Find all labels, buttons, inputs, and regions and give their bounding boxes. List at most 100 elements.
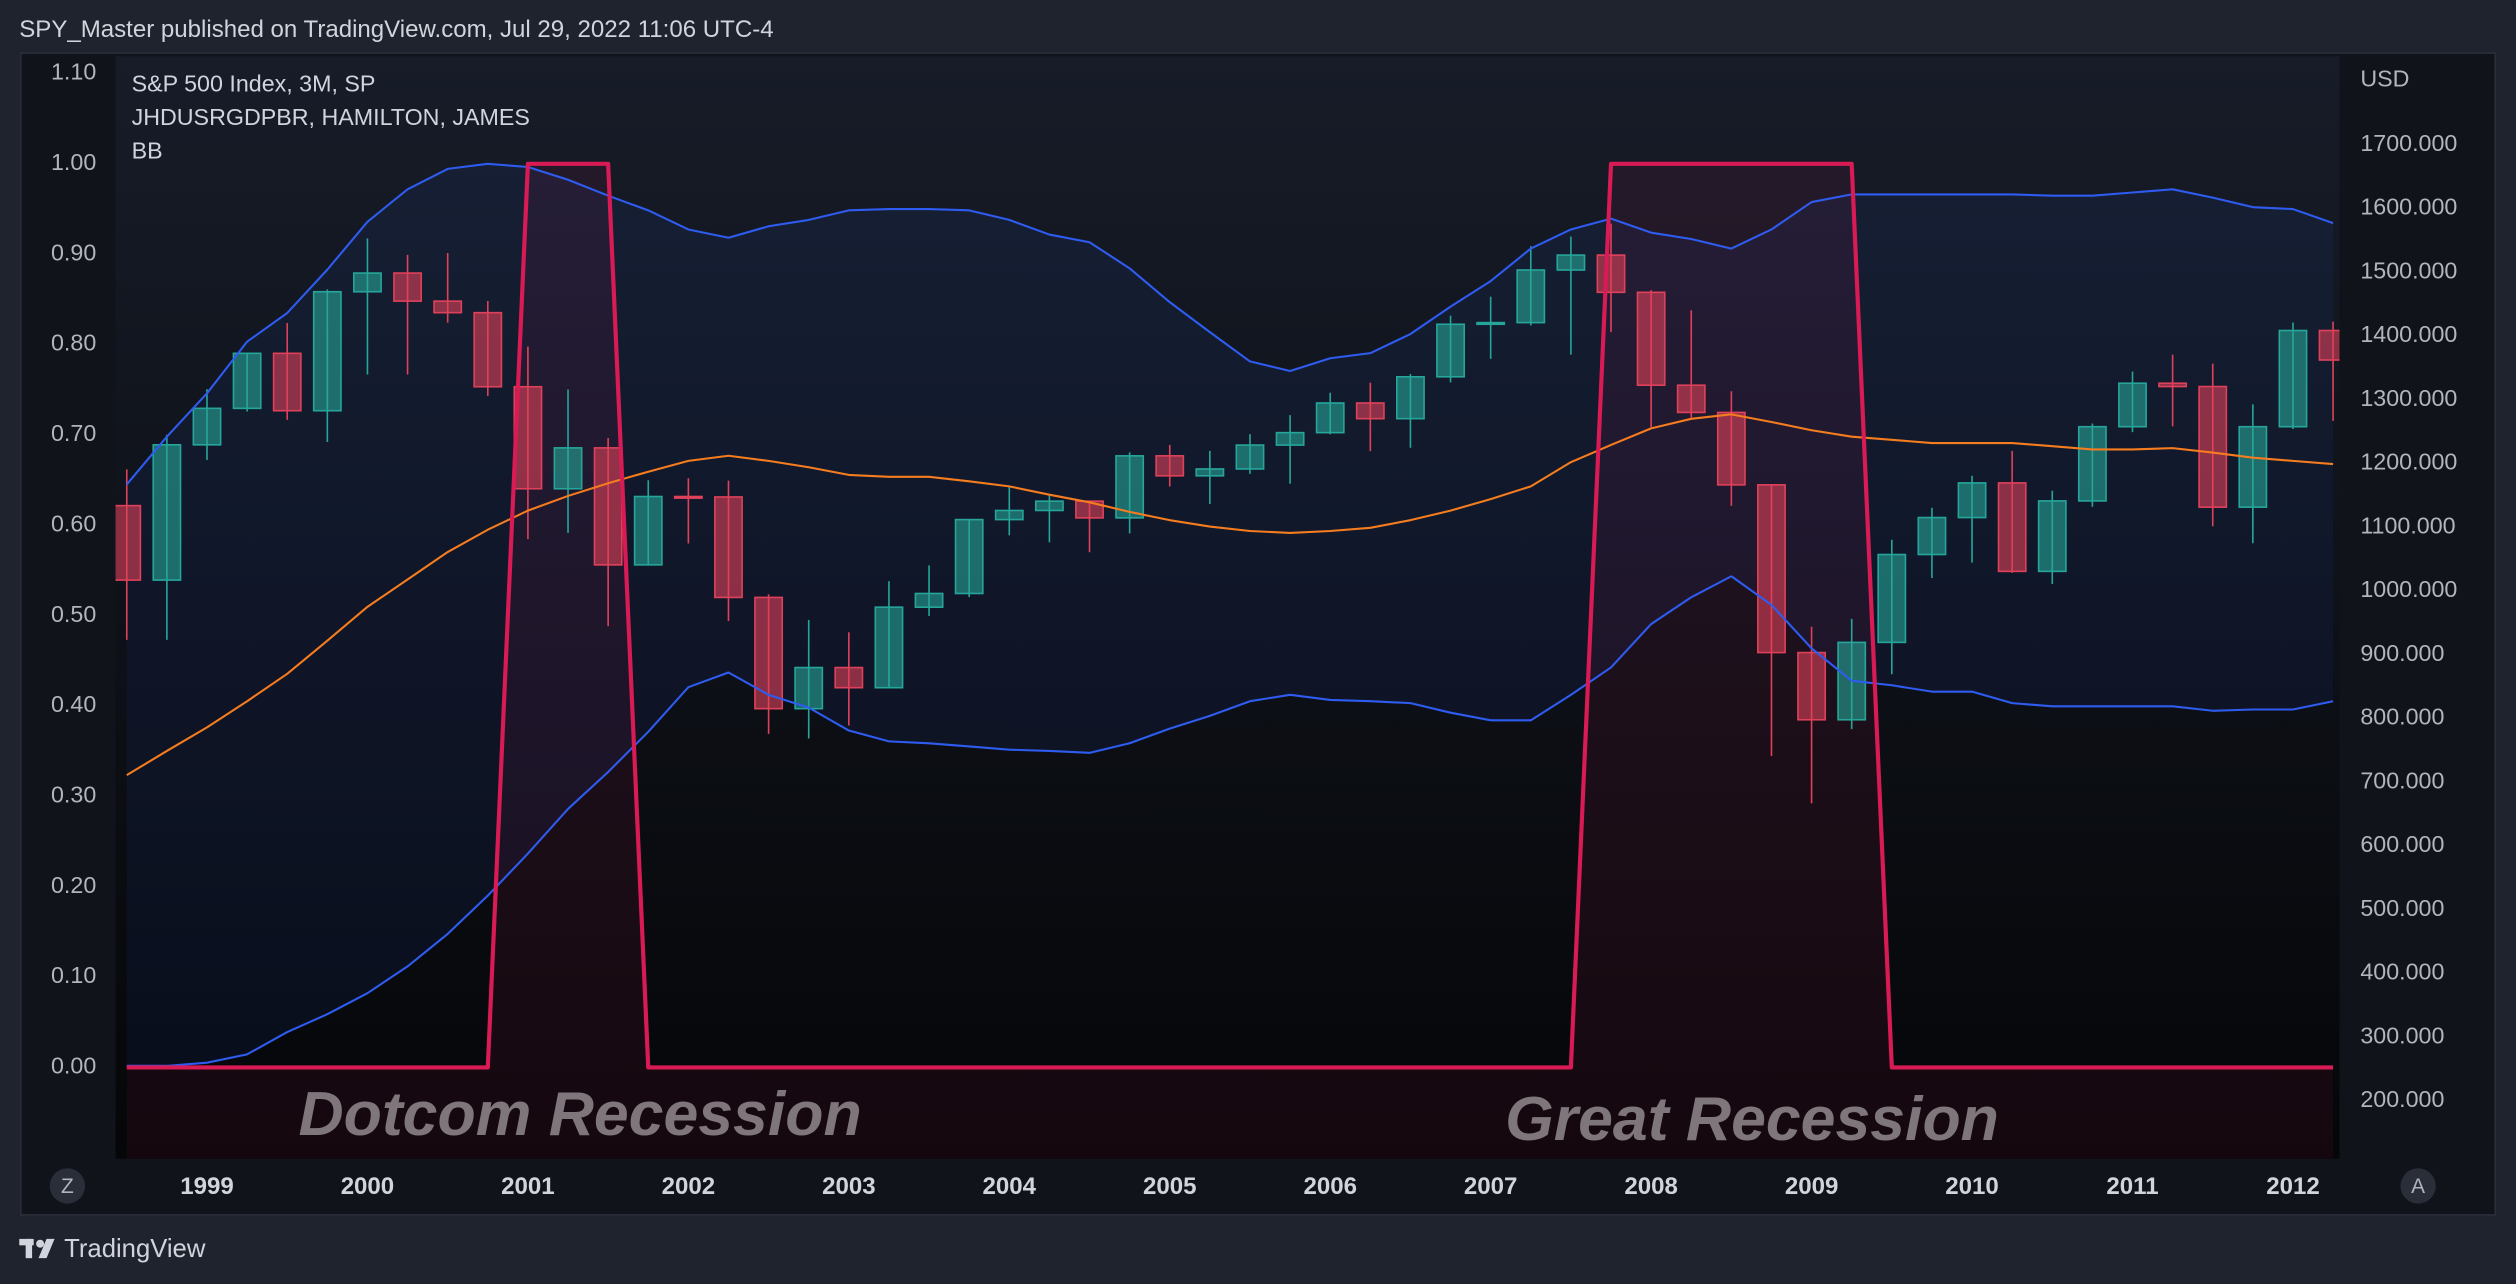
button-bg[interactable]: [49, 1168, 86, 1204]
candle-body: [2037, 500, 2067, 573]
candle-body: [1315, 402, 1345, 434]
y-tick-label: 0.20: [51, 872, 96, 898]
x-tick-label: 2002: [662, 1173, 716, 1200]
candle-body: [1957, 482, 1987, 519]
candle-body: [714, 496, 743, 599]
candle-body: [2198, 385, 2228, 508]
annotation: Dotcom Recession: [298, 1079, 861, 1149]
candle-body: [1877, 553, 1907, 644]
candle-body: [2158, 382, 2188, 388]
legend-indicator: BB: [132, 138, 163, 164]
x-tick-label: 2009: [1785, 1173, 1839, 1200]
y2-tick-label: 200.000: [2360, 1086, 2444, 1112]
candle-body: [1917, 516, 1947, 556]
x-tick-label: 2000: [341, 1173, 395, 1200]
candle-body: [834, 666, 864, 689]
candle-body: [2238, 425, 2268, 508]
candle-body: [433, 300, 463, 314]
y-tick-label: 0.90: [51, 239, 96, 265]
y2-tick-label: 800.000: [2360, 704, 2444, 730]
candle-body: [994, 509, 1024, 521]
band-fill: [126, 163, 2334, 1066]
candle-body: [1596, 254, 1626, 294]
candle-body: [1997, 482, 2027, 573]
y2-tick-label: 700.000: [2360, 767, 2444, 793]
y2-axis-label: USD: [2360, 66, 2409, 92]
candle-body: [2318, 329, 2340, 361]
y2-tick-label: 1600.000: [2360, 194, 2457, 220]
candle-body: [1355, 402, 1385, 420]
logo: [19, 1238, 55, 1259]
candle-body: [874, 606, 904, 689]
band-line: [126, 413, 2334, 777]
y-tick-label: 0.10: [51, 962, 96, 988]
y2-tick-label: 1700.000: [2360, 130, 2457, 156]
y2-tick-label: 1400.000: [2360, 321, 2457, 347]
candle-body: [115, 504, 142, 581]
candle-body: [1155, 455, 1185, 477]
pane: [115, 56, 2340, 1159]
y-tick-label: 1.00: [51, 149, 96, 175]
recession-fill: [126, 163, 2334, 1159]
candle-body: [232, 352, 262, 410]
plot-area: [115, 161, 2340, 1159]
x-tick-label: 2001: [501, 1173, 554, 1200]
button-bg[interactable]: [2400, 1168, 2436, 1204]
y2-tick-label: 600.000: [2360, 831, 2444, 857]
x-tick-label: 2008: [1624, 1173, 1678, 1200]
candle-body: [553, 447, 583, 490]
y2-tick-label: 1500.000: [2360, 257, 2457, 283]
y2-tick-label: 1000.000: [2360, 576, 2457, 602]
y-tick-label: 0.70: [51, 420, 96, 446]
candle-body: [1395, 375, 1425, 420]
y2-tick-label: 1200.000: [2360, 449, 2457, 475]
y2-tick-label: 900.000: [2360, 640, 2444, 666]
y-tick-label: 1.10: [51, 59, 96, 85]
x-tick-label: 2006: [1303, 1173, 1357, 1200]
candle-body: [1235, 444, 1265, 470]
candle-body: [473, 311, 503, 388]
legend-indicator: JHDUSRGDPBR, HAMILTON, JAMES: [132, 104, 530, 130]
candle-body: [1195, 468, 1225, 477]
recession-line: [126, 161, 2334, 1070]
x-tick-label: 2004: [983, 1173, 1037, 1200]
y2-tick-label: 500.000: [2360, 895, 2444, 921]
candle-body: [272, 352, 302, 412]
candle-body: [2278, 329, 2308, 428]
candle-body: [1797, 651, 1827, 721]
candle-body: [794, 666, 824, 710]
y2-tick-label: 300.000: [2360, 1022, 2444, 1048]
candle-body: [593, 447, 623, 566]
y-tick-label: 0.40: [51, 691, 96, 717]
candle-body: [353, 272, 382, 293]
candle-body: [1716, 411, 1746, 486]
candle-body: [1636, 291, 1666, 387]
candle-body: [754, 596, 784, 710]
button[interactable]: Z: [61, 1175, 74, 1198]
y2-tick-label: 400.000: [2360, 959, 2444, 985]
y-tick-label: 0.30: [51, 781, 96, 807]
candle-body: [1275, 431, 1305, 446]
x-tick-label: 1999: [180, 1173, 234, 1200]
legend-title: S&P 500 Index, 3M, SP: [132, 70, 376, 96]
candle-body: [1757, 484, 1786, 654]
annotation: Great Recession: [1505, 1084, 1999, 1154]
button[interactable]: A: [2411, 1175, 2425, 1198]
x-tick-label: 2011: [2106, 1173, 2158, 1200]
x-tick-label: 2003: [822, 1173, 875, 1200]
y-tick-label: 0.80: [51, 330, 96, 356]
header: SPY_Master published on TradingView.com,…: [19, 16, 773, 43]
candle-body: [1034, 500, 1064, 512]
candle-body: [1516, 269, 1546, 324]
y2-tick-label: 1100.000: [2360, 512, 2455, 538]
candle-body: [673, 495, 703, 499]
x-tick-label: 2010: [1945, 1173, 1999, 1200]
x-tick-label: 2005: [1143, 1173, 1197, 1200]
x-tick-label: 2007: [1464, 1173, 1517, 1200]
candle-body: [954, 518, 984, 595]
footer: TradingView: [64, 1235, 206, 1263]
y-tick-label: 0.00: [51, 1053, 96, 1079]
band-line: [125, 162, 2334, 486]
candle-body: [513, 385, 543, 490]
